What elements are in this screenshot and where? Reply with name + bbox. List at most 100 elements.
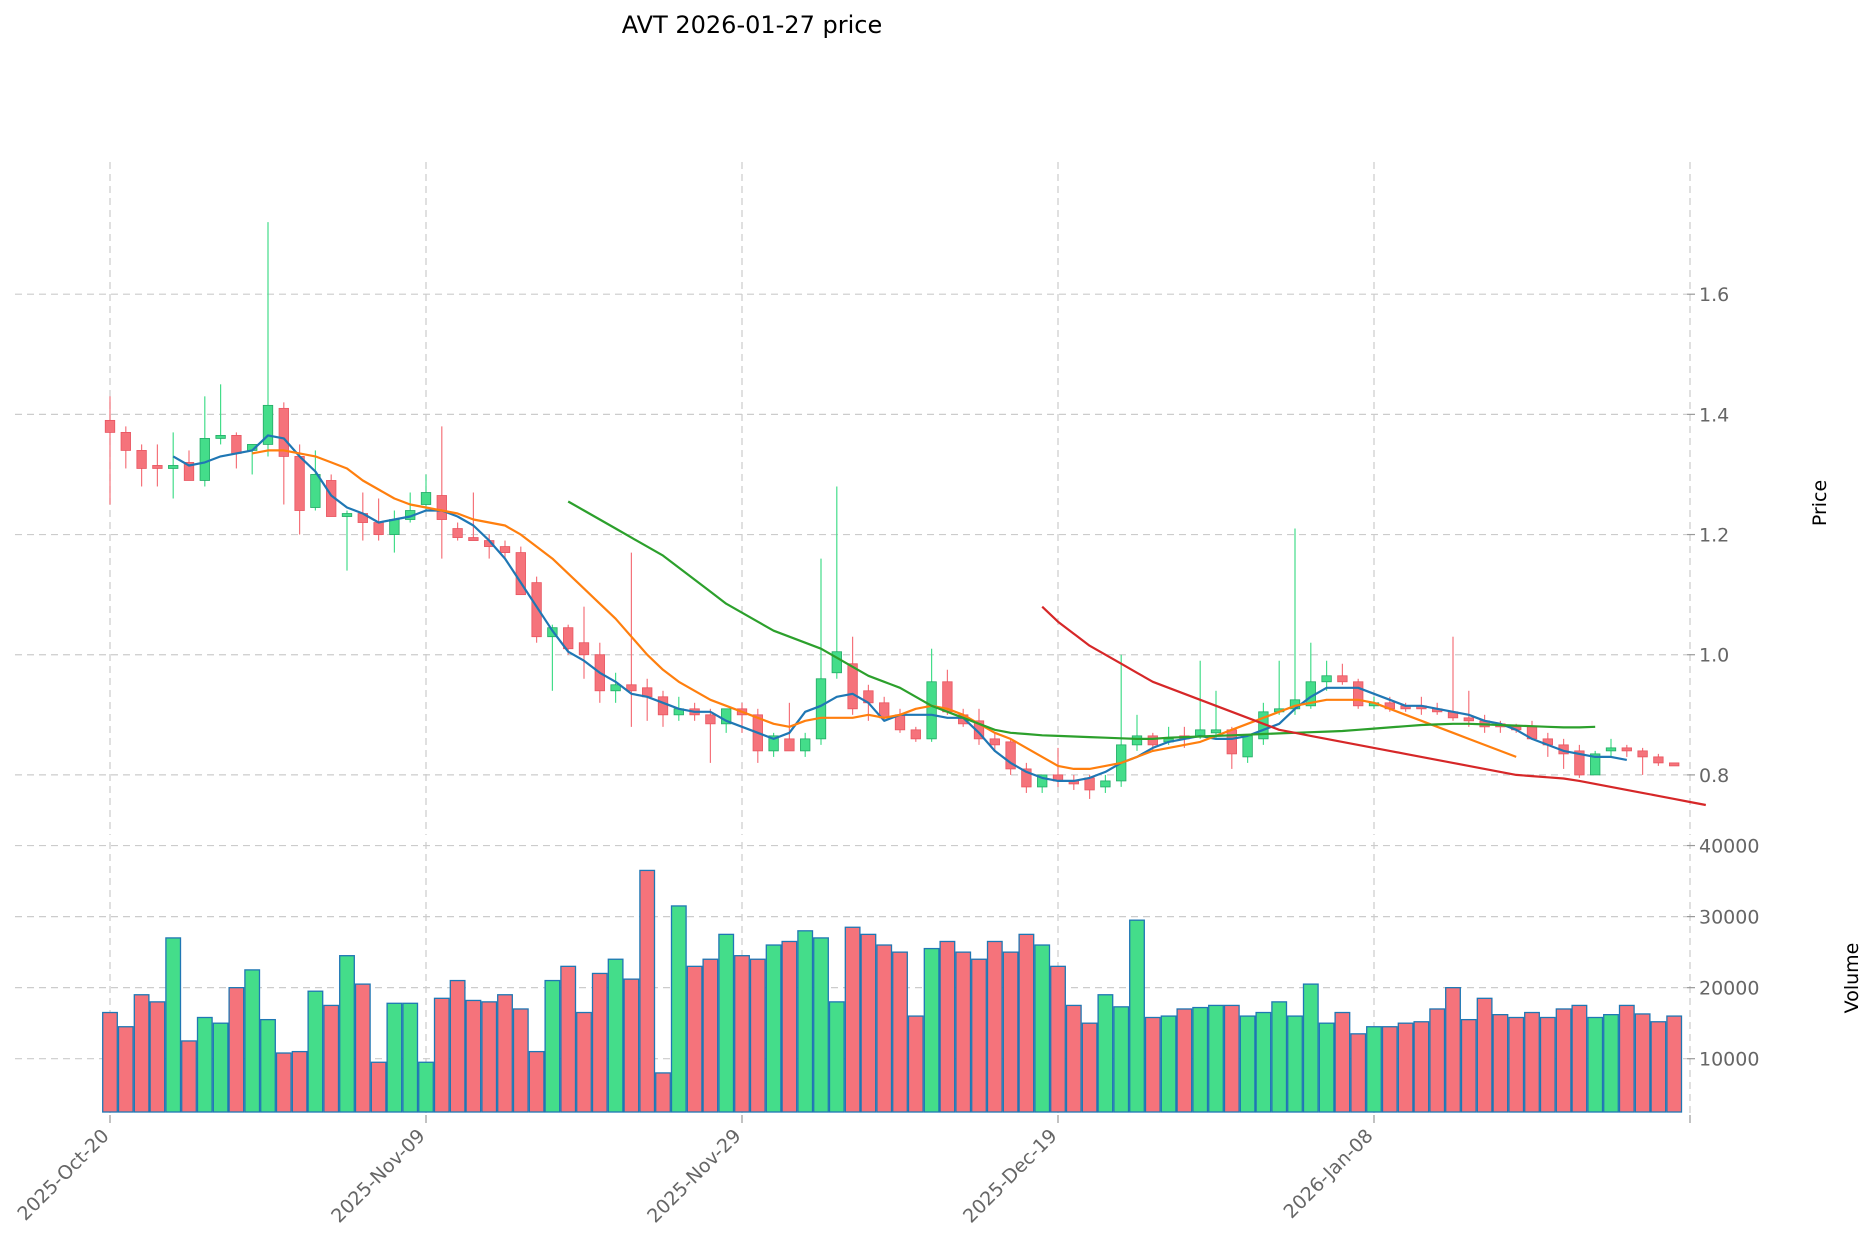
volume-bar [749, 958, 766, 1113]
volume-bar [844, 926, 861, 1113]
price-tick-label: 0.8 [1699, 765, 1729, 787]
candle [231, 432, 242, 469]
volume-bar [781, 940, 798, 1113]
candle-body [294, 456, 305, 511]
volume-bar [149, 1001, 166, 1113]
volume-bar [1666, 1015, 1683, 1113]
volume-bar [1160, 1015, 1177, 1113]
candle [1068, 774, 1079, 790]
candle-body [847, 663, 858, 710]
candle-body [768, 735, 779, 752]
candle-body [531, 582, 542, 638]
candle [1337, 663, 1348, 685]
volume-bar [1223, 1004, 1240, 1113]
date-tick-label: 2025-Oct-20 [13, 1125, 113, 1225]
volume-bar [828, 1001, 845, 1113]
date-tick-label: 2025-Nov-09 [327, 1125, 429, 1227]
volume-bar [196, 1016, 213, 1113]
candle-body [1337, 675, 1348, 683]
price-tick-label: 1.0 [1699, 645, 1729, 667]
candle [1574, 744, 1585, 778]
candle [310, 450, 321, 511]
candle-body [578, 642, 590, 656]
candle-body [705, 714, 716, 725]
volume-bar [655, 1072, 671, 1113]
volume-bar [1176, 1008, 1193, 1113]
price-tick-label: 1.2 [1699, 525, 1729, 547]
candle [1621, 744, 1632, 757]
candle-body [815, 678, 827, 740]
volume-bar [291, 1050, 308, 1113]
volume-bar [686, 965, 703, 1113]
candle-body [657, 696, 669, 716]
volume-tick-label: 40000 [1699, 836, 1759, 858]
price-tick-label: 1.6 [1699, 284, 1729, 306]
candle-body [310, 474, 321, 508]
volume-bar [1381, 1026, 1398, 1113]
candle [800, 732, 811, 757]
candle-body [926, 681, 937, 740]
candle [499, 540, 511, 559]
candle-body [563, 627, 574, 650]
candle-body [1637, 750, 1648, 758]
volume-bar [1508, 1016, 1525, 1113]
candle [294, 444, 305, 535]
volume-bar [1634, 1013, 1651, 1113]
volume-bar [623, 978, 640, 1113]
volume-bar [1192, 1006, 1209, 1113]
candle [1605, 738, 1617, 757]
volume-bar [1587, 1016, 1604, 1113]
volume-bar [354, 983, 371, 1113]
volume-bar [228, 987, 245, 1113]
volume-bar [591, 972, 608, 1113]
volume-bar [165, 937, 182, 1113]
volume-bar [1555, 1008, 1572, 1113]
volume-bar [1255, 1011, 1272, 1113]
candle [578, 606, 590, 679]
candle [468, 492, 479, 541]
candle [1131, 714, 1143, 751]
candle-body [373, 522, 384, 535]
volume-bar [971, 958, 987, 1113]
volume-bar [1524, 1011, 1540, 1113]
volume-bar [402, 1002, 419, 1113]
candle-body [152, 465, 163, 469]
volume-bar [1397, 1022, 1414, 1113]
candle [989, 732, 1000, 751]
volume-bar [1113, 1006, 1130, 1113]
volume-bar [1318, 1022, 1335, 1113]
volume-axis-title: Volume [1841, 943, 1863, 1014]
volume-bar [117, 1026, 134, 1113]
volume-bar [260, 1018, 276, 1113]
candle [1590, 750, 1601, 776]
candle [610, 672, 621, 703]
volume-bar [1144, 1016, 1161, 1113]
candle-body [1590, 753, 1601, 776]
candle [626, 552, 637, 727]
candle [199, 396, 210, 487]
chart-title: AVT 2026-01-27 price [622, 11, 882, 39]
candle [1210, 690, 1222, 739]
candle-body [989, 738, 1000, 746]
moving-averages [172, 434, 1707, 807]
volume-bar [986, 940, 1003, 1113]
candle [168, 432, 179, 499]
candle-body [468, 537, 479, 541]
candle-body [1131, 735, 1143, 746]
candle [136, 444, 147, 487]
candle [768, 732, 779, 757]
candle [1447, 636, 1459, 721]
candle-body [215, 435, 226, 439]
volume-bar [860, 933, 877, 1113]
candle-body [104, 419, 116, 433]
volume-bar [718, 933, 735, 1113]
candle [831, 486, 842, 679]
candle-body [1605, 747, 1617, 752]
volume-bar [576, 1011, 592, 1113]
moving-average-line [1041, 605, 1707, 807]
volume-bar [497, 994, 513, 1113]
candle-body [1100, 780, 1111, 788]
volume-bar [275, 1052, 292, 1113]
volume-bar [1539, 1016, 1556, 1113]
